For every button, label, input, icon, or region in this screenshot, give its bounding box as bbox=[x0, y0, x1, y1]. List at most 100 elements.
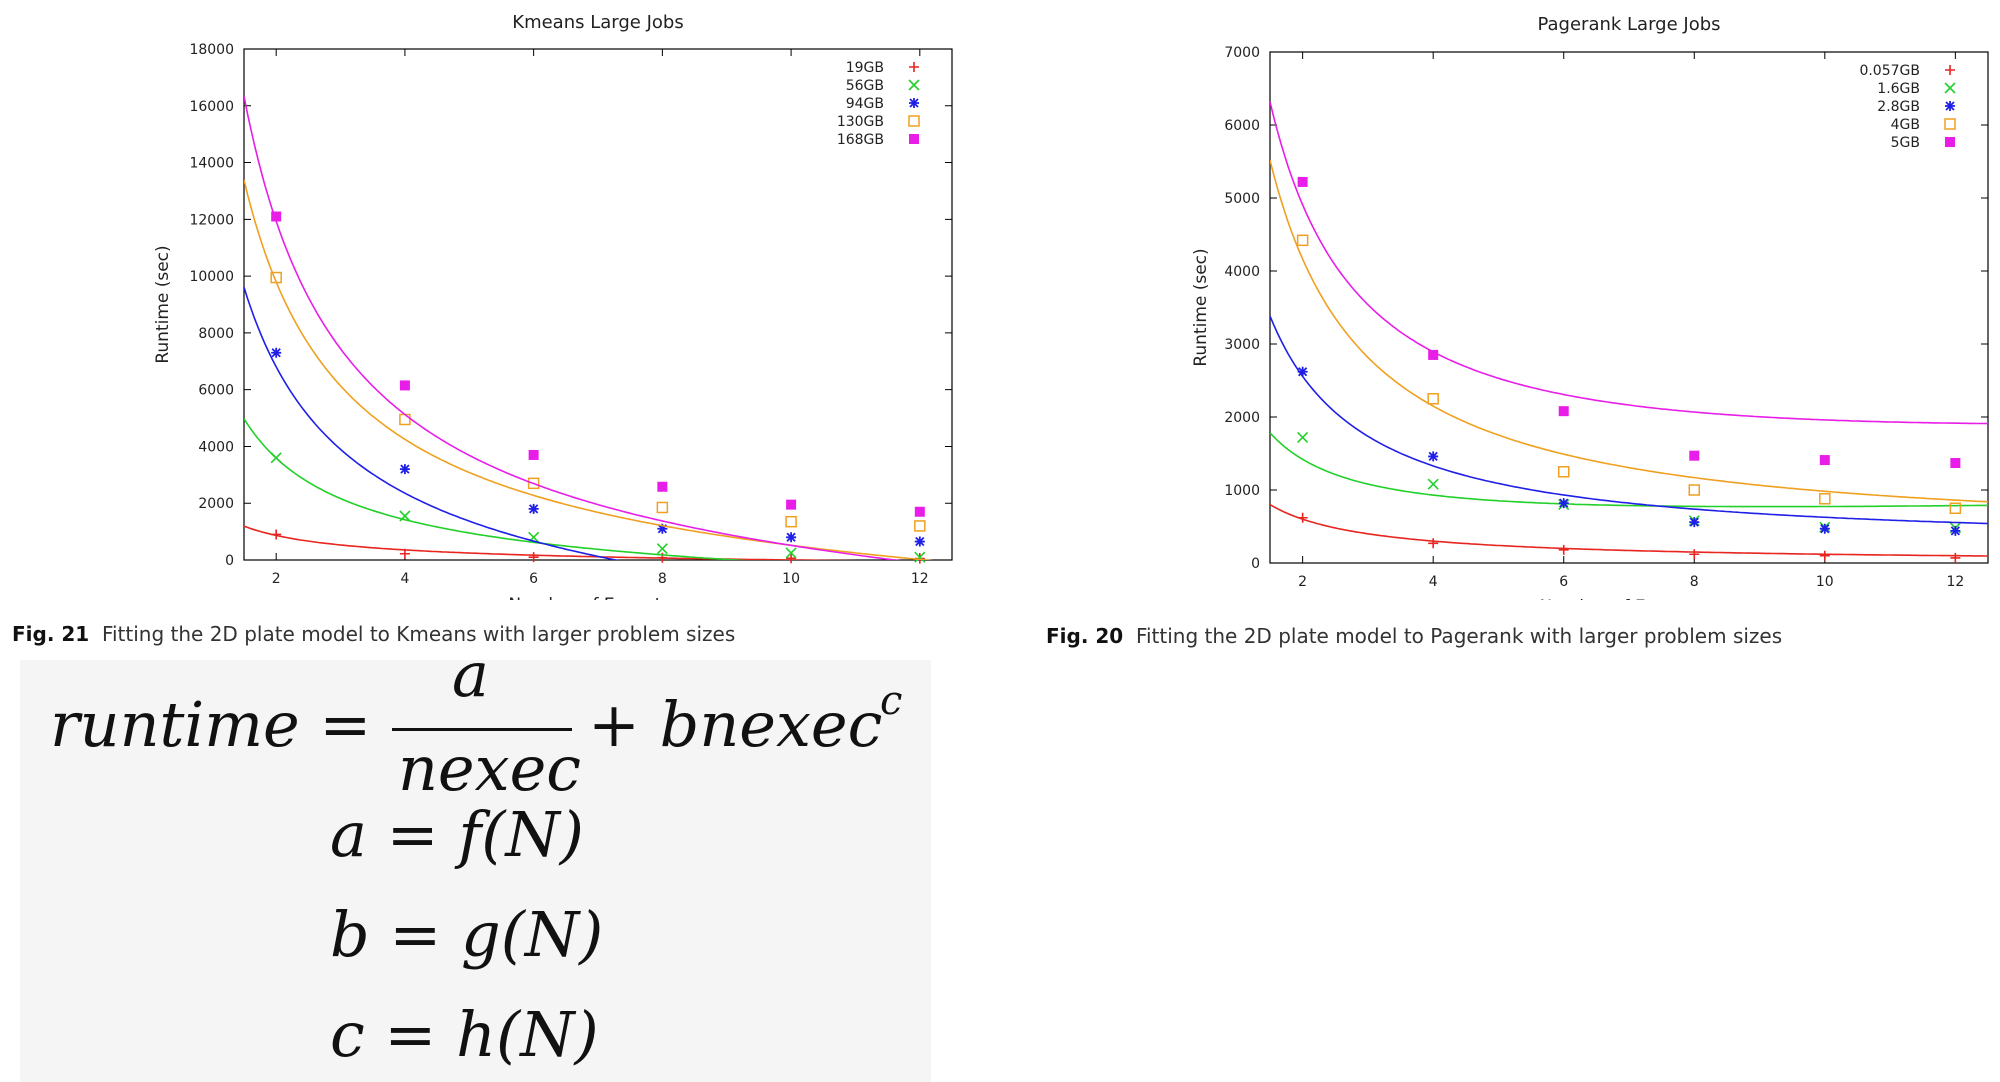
pagerank-point-2.8GB bbox=[1558, 498, 1569, 509]
pagerank-point-5GB bbox=[1558, 406, 1569, 417]
kmeans-point-94GB bbox=[528, 503, 539, 514]
pagerank-legend-marker-1.6GB bbox=[1944, 82, 1956, 94]
kmeans-point-168GB bbox=[914, 506, 925, 517]
pagerank-xtick-label: 2 bbox=[1298, 574, 1307, 590]
kmeans-point-130GB bbox=[270, 271, 282, 284]
pagerank-ylabel: Runtime (sec) bbox=[1191, 248, 1211, 366]
pagerank-ytick-label: 0 bbox=[1251, 556, 1260, 572]
pagerank-point-0.057GB bbox=[1558, 544, 1569, 555]
kmeans-caption: Fig. 21 Fitting the 2D plate model to Km… bbox=[12, 622, 735, 646]
kmeans-legend-label: 19GB bbox=[846, 60, 884, 76]
kmeans-fit-line-130GB bbox=[244, 179, 934, 560]
kmeans-point-130GB bbox=[656, 501, 669, 514]
kmeans-ytick-label: 4000 bbox=[198, 439, 234, 455]
pagerank-point-4GB bbox=[1427, 393, 1439, 405]
pagerank-fit-line-2.8GB bbox=[1270, 315, 1988, 525]
kmeans-fit-line-94GB bbox=[244, 286, 620, 560]
pagerank-xlabel: Number of Executors bbox=[1539, 597, 1718, 600]
pagerank-ytick-label: 1000 bbox=[1224, 483, 1260, 499]
pagerank-fit-line-0.057GB bbox=[1270, 503, 1988, 557]
pagerank-point-1.6GB bbox=[1297, 431, 1309, 444]
pagerank-point-4GB bbox=[1688, 484, 1701, 496]
pagerank-point-5GB bbox=[1297, 176, 1308, 187]
kmeans-ytick-label: 16000 bbox=[189, 99, 234, 115]
kmeans-ytick-label: 12000 bbox=[189, 212, 234, 228]
runtime-exponent: c bbox=[880, 678, 903, 724]
pagerank-legend-label: 0.057GB bbox=[1859, 63, 1920, 79]
pagerank-caption: Fig. 20 Fitting the 2D plate model to Pa… bbox=[1046, 624, 1782, 648]
kmeans-point-130GB bbox=[914, 520, 926, 532]
kmeans-fit-line-56GB bbox=[244, 418, 749, 560]
pagerank-point-4GB bbox=[1949, 502, 1962, 514]
pagerank-point-5GB bbox=[1819, 455, 1830, 466]
pagerank-point-0.057GB bbox=[1819, 550, 1830, 561]
pagerank-point-0.057GB bbox=[1428, 538, 1439, 549]
kmeans-point-56GB bbox=[785, 547, 797, 559]
kmeans-ytick-label: 2000 bbox=[198, 496, 234, 512]
kmeans-point-130GB bbox=[785, 515, 797, 528]
pagerank-chart: Pagerank Large Jobs 2 4 6 8 10 12 0 1000 2000 3000… bbox=[1191, 14, 1989, 600]
pagerank-point-2.8GB bbox=[1819, 523, 1830, 534]
equation-b: b = g(N) bbox=[330, 898, 604, 971]
equation-panel: runtime = a nexec + bnexec c a = f(N) b … bbox=[20, 638, 931, 1082]
kmeans-point-19GB bbox=[528, 552, 539, 563]
kmeans-legend-label: 130GB bbox=[837, 114, 884, 130]
kmeans-point-130GB bbox=[527, 477, 540, 490]
kmeans-legend-marker-168GB bbox=[909, 134, 919, 144]
kmeans-point-94GB bbox=[786, 532, 797, 543]
kmeans-point-19GB bbox=[399, 548, 410, 559]
pagerank-ytick-label: 4000 bbox=[1224, 264, 1260, 280]
fraction-denominator: nexec bbox=[398, 732, 582, 805]
fraction-numerator: a bbox=[452, 638, 489, 711]
kmeans-legend-marker-130GB bbox=[908, 115, 920, 127]
pagerank-xtick-label: 4 bbox=[1429, 574, 1438, 590]
pagerank-xtick-label: 8 bbox=[1690, 574, 1699, 590]
kmeans-ytick-label: 18000 bbox=[189, 42, 234, 58]
pagerank-point-4GB bbox=[1296, 234, 1309, 247]
kmeans-point-56GB bbox=[656, 543, 668, 555]
pagerank-ytick-label: 6000 bbox=[1224, 118, 1260, 134]
kmeans-xtick-label: 4 bbox=[400, 571, 409, 587]
kmeans-fit-line-168GB bbox=[244, 96, 901, 560]
pagerank-xtick-label: 10 bbox=[1816, 574, 1834, 590]
pagerank-legend-marker-2.8GB bbox=[1945, 101, 1955, 111]
pagerank-legend-label: 1.6GB bbox=[1877, 81, 1920, 97]
pagerank-point-1.6GB bbox=[1427, 478, 1439, 490]
kmeans-ylabel: Runtime (sec) bbox=[153, 245, 173, 363]
kmeans-xlabel: Number of Executors bbox=[508, 595, 687, 600]
kmeans-xtick-label: 2 bbox=[272, 571, 281, 587]
runtime-lhs: runtime = bbox=[50, 688, 372, 761]
kmeans-ytick-label: 14000 bbox=[189, 156, 234, 172]
kmeans-legend-marker-94GB bbox=[909, 98, 919, 108]
pagerank-point-4GB bbox=[1819, 493, 1831, 505]
kmeans-plot-frame bbox=[243, 48, 953, 561]
kmeans-point-94GB bbox=[914, 536, 925, 547]
pagerank-ytick-label: 2000 bbox=[1224, 410, 1260, 426]
kmeans-xtick-label: 12 bbox=[911, 571, 929, 587]
kmeans-legend-label: 168GB bbox=[837, 132, 884, 148]
pagerank-plot-frame bbox=[1269, 51, 1989, 564]
kmeans-legend-marker-19GB bbox=[909, 62, 919, 72]
pagerank-ytick-label: 3000 bbox=[1224, 337, 1260, 353]
pagerank-ytick-label: 5000 bbox=[1224, 191, 1260, 207]
kmeans-point-94GB bbox=[657, 523, 668, 534]
kmeans-title: Kmeans Large Jobs bbox=[512, 12, 683, 33]
kmeans-ytick-label: 8000 bbox=[198, 326, 234, 342]
pagerank-point-5GB bbox=[1689, 450, 1700, 461]
kmeans-point-56GB bbox=[270, 452, 282, 464]
kmeans-legend-label: 94GB bbox=[846, 96, 884, 112]
kmeans-point-168GB bbox=[271, 211, 282, 222]
pagerank-point-2.8GB bbox=[1428, 451, 1439, 462]
kmeans-point-130GB bbox=[399, 413, 411, 426]
pagerank-legend-marker-4GB bbox=[1944, 118, 1956, 130]
kmeans-chart: Kmeans Large Jobs 2 4 6 8 10 12 0 2000 4000 6000 80… bbox=[153, 12, 953, 600]
kmeans-point-19GB bbox=[786, 553, 797, 564]
pagerank-fit-line-1.6GB bbox=[1270, 432, 1988, 508]
kmeans-point-168GB bbox=[399, 380, 410, 391]
kmeans-xtick-label: 6 bbox=[529, 571, 538, 587]
kmeans-point-94GB bbox=[399, 464, 410, 475]
pagerank-xtick-label: 6 bbox=[1559, 574, 1568, 590]
equation-a: a = f(N) bbox=[330, 798, 584, 871]
pagerank-point-0.057GB bbox=[1689, 549, 1700, 560]
pagerank-point-0.057GB bbox=[1297, 512, 1308, 523]
